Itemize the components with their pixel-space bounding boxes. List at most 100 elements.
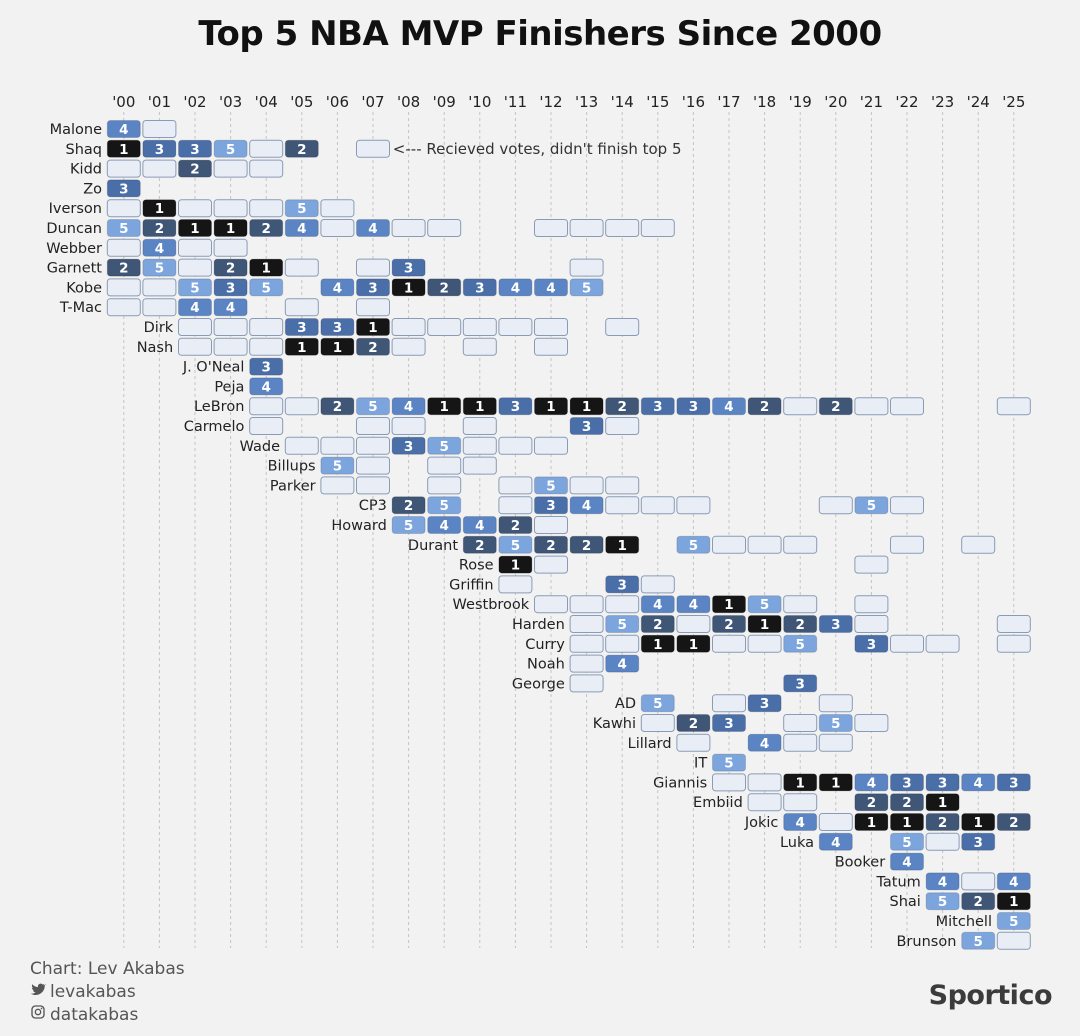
votes-only-cell [783,714,818,732]
votes-only-cell [498,496,533,515]
finish-cell [178,139,212,158]
finish-cell [783,615,818,633]
finish-cell [961,832,996,851]
finish-rank-label: 4 [831,835,840,851]
finish-rank-label: 4 [226,300,235,316]
column-header: '15 [646,93,669,111]
finish-cell [605,654,640,673]
finish-cell [640,615,675,633]
player-label: Westbrook [453,597,530,613]
finish-rank-label: 2 [368,340,377,356]
votes-only-cell [391,219,426,237]
column-header: '00 [112,93,135,111]
finish-cell [178,159,212,178]
votes-only-cell [320,436,355,455]
votes-only-cell [284,258,319,277]
votes-only-cell [249,318,284,336]
finish-rank-label: 3 [333,320,342,336]
finish-cell [320,456,355,475]
finish-cell [391,278,426,297]
finish-rank-label: 3 [582,419,591,435]
finish-cell [854,793,889,812]
finish-cell [676,535,711,554]
votes-only-cell [106,199,141,218]
finish-cell [818,773,853,792]
finish-rank-label: 5 [1009,914,1018,930]
finish-cell [498,397,533,416]
votes-only-cell [391,417,426,435]
finish-cell [534,397,568,416]
finish-rank-label: 5 [190,280,199,296]
finish-cell [890,793,924,812]
finish-rank-label: 3 [902,775,911,791]
finish-rank-label: 1 [297,340,306,356]
finish-cell [747,733,782,752]
votes-only-cell [142,278,177,297]
votes-only-cell [854,555,889,574]
finish-cell [427,397,462,416]
votes-only-cell [498,318,533,336]
finish-rank-label: 1 [546,399,555,415]
finish-cell [996,912,1031,930]
finish-cell [462,516,497,534]
finish-cell [783,674,818,693]
finish-cell [427,278,462,297]
finish-rank-label: 3 [511,399,520,415]
votes-only-cell [427,318,462,336]
votes-only-cell [676,733,711,752]
votes-only-cell [854,714,889,732]
finish-cell [961,892,996,911]
votes-only-cell [498,436,533,455]
finish-cell [106,219,141,237]
finish-rank-label: 2 [795,617,804,633]
finish-rank-label: 4 [653,597,662,613]
votes-only-cell [142,298,177,317]
finish-rank-label: 5 [653,696,662,712]
finish-rank-label: 1 [724,597,733,613]
column-header: '07 [361,93,384,111]
finish-rank-label: 4 [119,122,128,138]
credit-line: Chart: Lev Akabas [30,958,185,981]
finish-rank-label: 5 [119,221,128,237]
finish-rank-label: 2 [867,795,876,811]
votes-only-cell [783,793,818,812]
column-header: '17 [717,93,740,111]
finish-cell [178,219,212,237]
finish-cell [996,872,1031,891]
votes-only-cell [391,337,426,356]
player-label: Noah [527,657,565,673]
finish-rank-label: 1 [190,221,199,237]
column-header: '05 [290,93,313,111]
finish-rank-label: 2 [333,399,342,415]
player-label: Shai [889,894,920,910]
votes-only-cell [712,634,746,653]
player-label: Mitchell [936,914,992,930]
finish-rank-label: 3 [546,498,555,514]
finish-rank-label: 2 [724,617,733,633]
votes-only-cell [356,298,390,317]
player-label: Parker [270,478,316,494]
finish-rank-label: 1 [368,320,377,336]
player-label: Brunson [896,934,956,950]
player-label: T-Mac [59,300,102,316]
votes-only-cell [854,615,889,633]
finish-rank-label: 4 [546,280,555,296]
finish-rank-label: 5 [226,142,235,158]
finish-rank-label: 3 [689,399,698,415]
player-label: IT [694,756,707,772]
votes-only-cell [356,456,390,475]
finish-cell [605,397,640,416]
votes-only-cell [676,615,711,633]
votes-only-cell [534,555,568,574]
votes-only-cell [854,595,889,614]
column-header: '23 [931,93,954,111]
finish-rank-label: 5 [938,894,947,910]
finish-cell [961,813,996,831]
finish-rank-label: 3 [938,775,947,791]
finish-cell [569,417,604,435]
player-label: Durant [408,538,458,554]
finish-rank-label: 3 [795,676,804,692]
votes-only-cell [249,199,284,218]
votes-only-cell [783,535,818,554]
finish-rank-label: 1 [333,340,342,356]
